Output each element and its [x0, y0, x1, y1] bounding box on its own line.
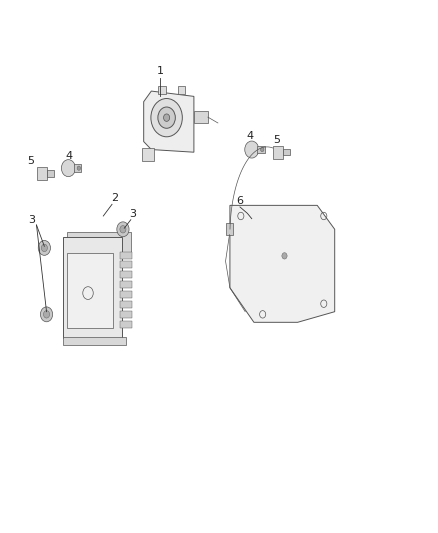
Bar — [257, 146, 265, 154]
Bar — [226, 223, 233, 235]
Bar — [67, 253, 113, 328]
Circle shape — [151, 99, 182, 137]
Polygon shape — [144, 91, 194, 152]
Circle shape — [40, 307, 53, 322]
Bar — [120, 311, 132, 318]
Bar — [194, 111, 208, 123]
Bar — [47, 170, 54, 176]
Text: 2: 2 — [111, 192, 118, 203]
Bar — [120, 262, 132, 269]
Circle shape — [245, 141, 259, 158]
Bar — [141, 148, 154, 161]
Circle shape — [163, 114, 170, 122]
Bar — [120, 252, 132, 259]
Bar — [158, 86, 166, 94]
Circle shape — [120, 225, 126, 233]
Text: 6: 6 — [237, 196, 244, 206]
Bar — [120, 291, 132, 298]
Bar — [37, 167, 47, 180]
Bar — [177, 86, 185, 94]
Text: 5: 5 — [274, 135, 281, 145]
Bar — [273, 146, 283, 159]
Bar — [67, 232, 131, 253]
Circle shape — [43, 311, 49, 318]
Circle shape — [282, 253, 287, 259]
Circle shape — [261, 148, 264, 152]
Circle shape — [77, 166, 81, 170]
Bar — [120, 321, 132, 328]
Circle shape — [158, 107, 175, 128]
Text: 4: 4 — [65, 151, 72, 160]
Bar — [63, 237, 122, 338]
Text: 3: 3 — [28, 215, 35, 225]
Bar — [120, 271, 132, 278]
Bar — [63, 337, 126, 345]
Text: 4: 4 — [246, 131, 253, 141]
Circle shape — [61, 160, 75, 176]
Text: 5: 5 — [27, 156, 34, 166]
Bar — [120, 301, 132, 308]
Circle shape — [117, 222, 129, 237]
Text: 1: 1 — [157, 66, 164, 76]
Bar — [120, 281, 132, 288]
Circle shape — [41, 244, 47, 252]
Circle shape — [38, 240, 50, 255]
Text: 3: 3 — [130, 208, 137, 219]
Polygon shape — [230, 205, 335, 322]
Bar — [74, 165, 81, 172]
Bar — [283, 149, 290, 156]
